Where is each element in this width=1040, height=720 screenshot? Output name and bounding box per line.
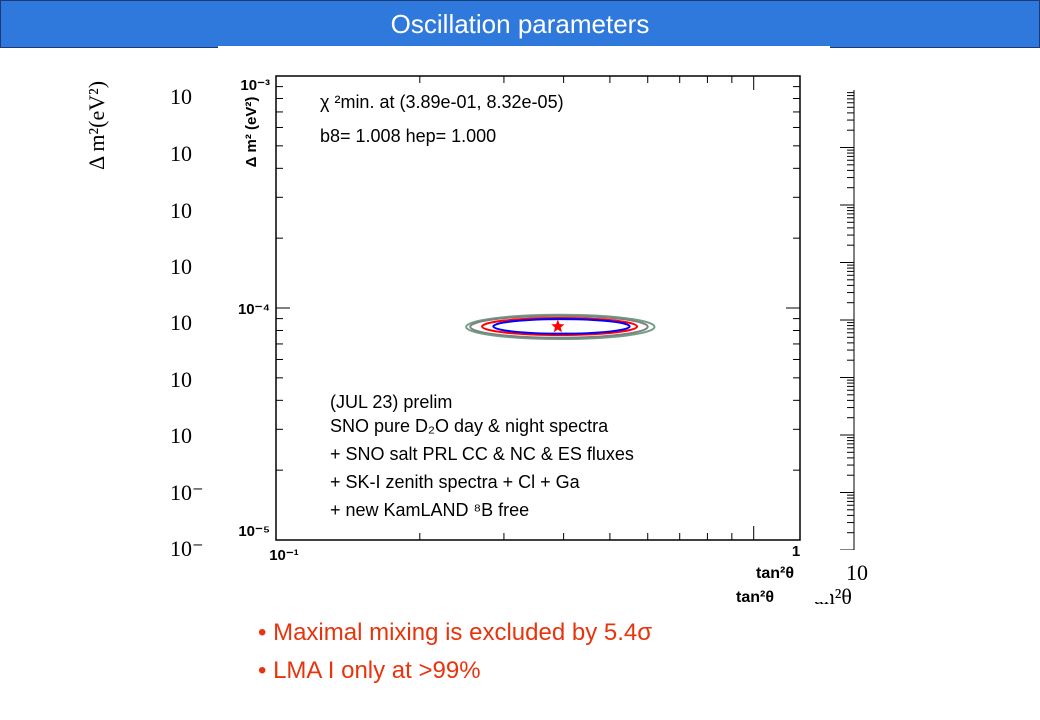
background-y-ticks: 10 10 10 10 10 10 10 10⁻ 10⁻	[140, 80, 220, 580]
x-tick-label: 10⁻¹	[269, 547, 299, 564]
annotation-sno-salt: + SNO salt PRL CC & NC & ES fluxes	[330, 444, 634, 464]
y-tick-label: 10⁻⁴	[238, 301, 270, 318]
contour-line	[481, 317, 639, 336]
background-y-tick: 10	[170, 310, 192, 335]
minor-ticks	[275, 76, 800, 541]
x-axis-label-shadow: tan²θ	[736, 589, 774, 602]
annotation-flux-scale: b8= 1.008 hep= 1.000	[320, 126, 496, 146]
plot-frame	[275, 75, 801, 541]
best-fit-group	[551, 319, 565, 333]
background-right-axis	[840, 90, 855, 550]
annotation-kamland: + new KamLAND ⁸B free	[330, 500, 529, 520]
slide-title: Oscillation parameters	[390, 9, 650, 39]
background-y-tick: 10	[170, 198, 192, 223]
background-y-tick: 10	[170, 423, 192, 448]
background-y-tick: 10⁻	[170, 480, 204, 505]
bullet-item: • LMA I only at >99%	[258, 657, 481, 684]
y-tick-label: 10⁻⁵	[238, 523, 270, 540]
background-x-tick: 10	[846, 560, 868, 585]
contour-line	[465, 313, 656, 341]
background-y-tick: 10⁻	[170, 536, 204, 561]
background-y-tick: 10	[170, 367, 192, 392]
background-y-tick: 10	[170, 254, 192, 279]
best-fit-star	[551, 319, 565, 333]
title-underline	[218, 46, 830, 50]
y-axis-label: Δ m² (eV²)	[243, 97, 260, 168]
contour-group	[465, 313, 656, 341]
annotation-chi2: χ ²min. at (3.89e-01, 8.32e-05)	[320, 92, 564, 112]
contour-line	[492, 318, 631, 335]
bullet-list: • Maximal mixing is excluded by 5.4σ • L…	[258, 614, 652, 690]
background-y-tick: 10	[170, 141, 192, 166]
slide-title-bar: Oscillation parameters	[0, 0, 1040, 48]
annotation-sno-d2o: SNO pure D₂O day & night spectra	[330, 416, 609, 436]
y-tick-label: 10⁻³	[240, 77, 270, 94]
x-tick-label: 1	[792, 543, 800, 560]
annotation-prelim: (JUL 23) prelim	[330, 392, 452, 412]
contour-line	[469, 314, 649, 339]
bullet-item: • Maximal mixing is excluded by 5.4σ	[258, 619, 653, 646]
annotation-sk: + SK-I zenith spectra + Cl + Ga	[330, 472, 581, 492]
oscillation-chart: 10⁻³ 10⁻⁴ 10⁻⁵ 10⁻¹ 1 Δ m² (eV²) tan²θ t…	[218, 62, 830, 602]
x-axis-label: tan²θ	[756, 565, 794, 582]
background-y-tick: 10	[170, 84, 192, 109]
